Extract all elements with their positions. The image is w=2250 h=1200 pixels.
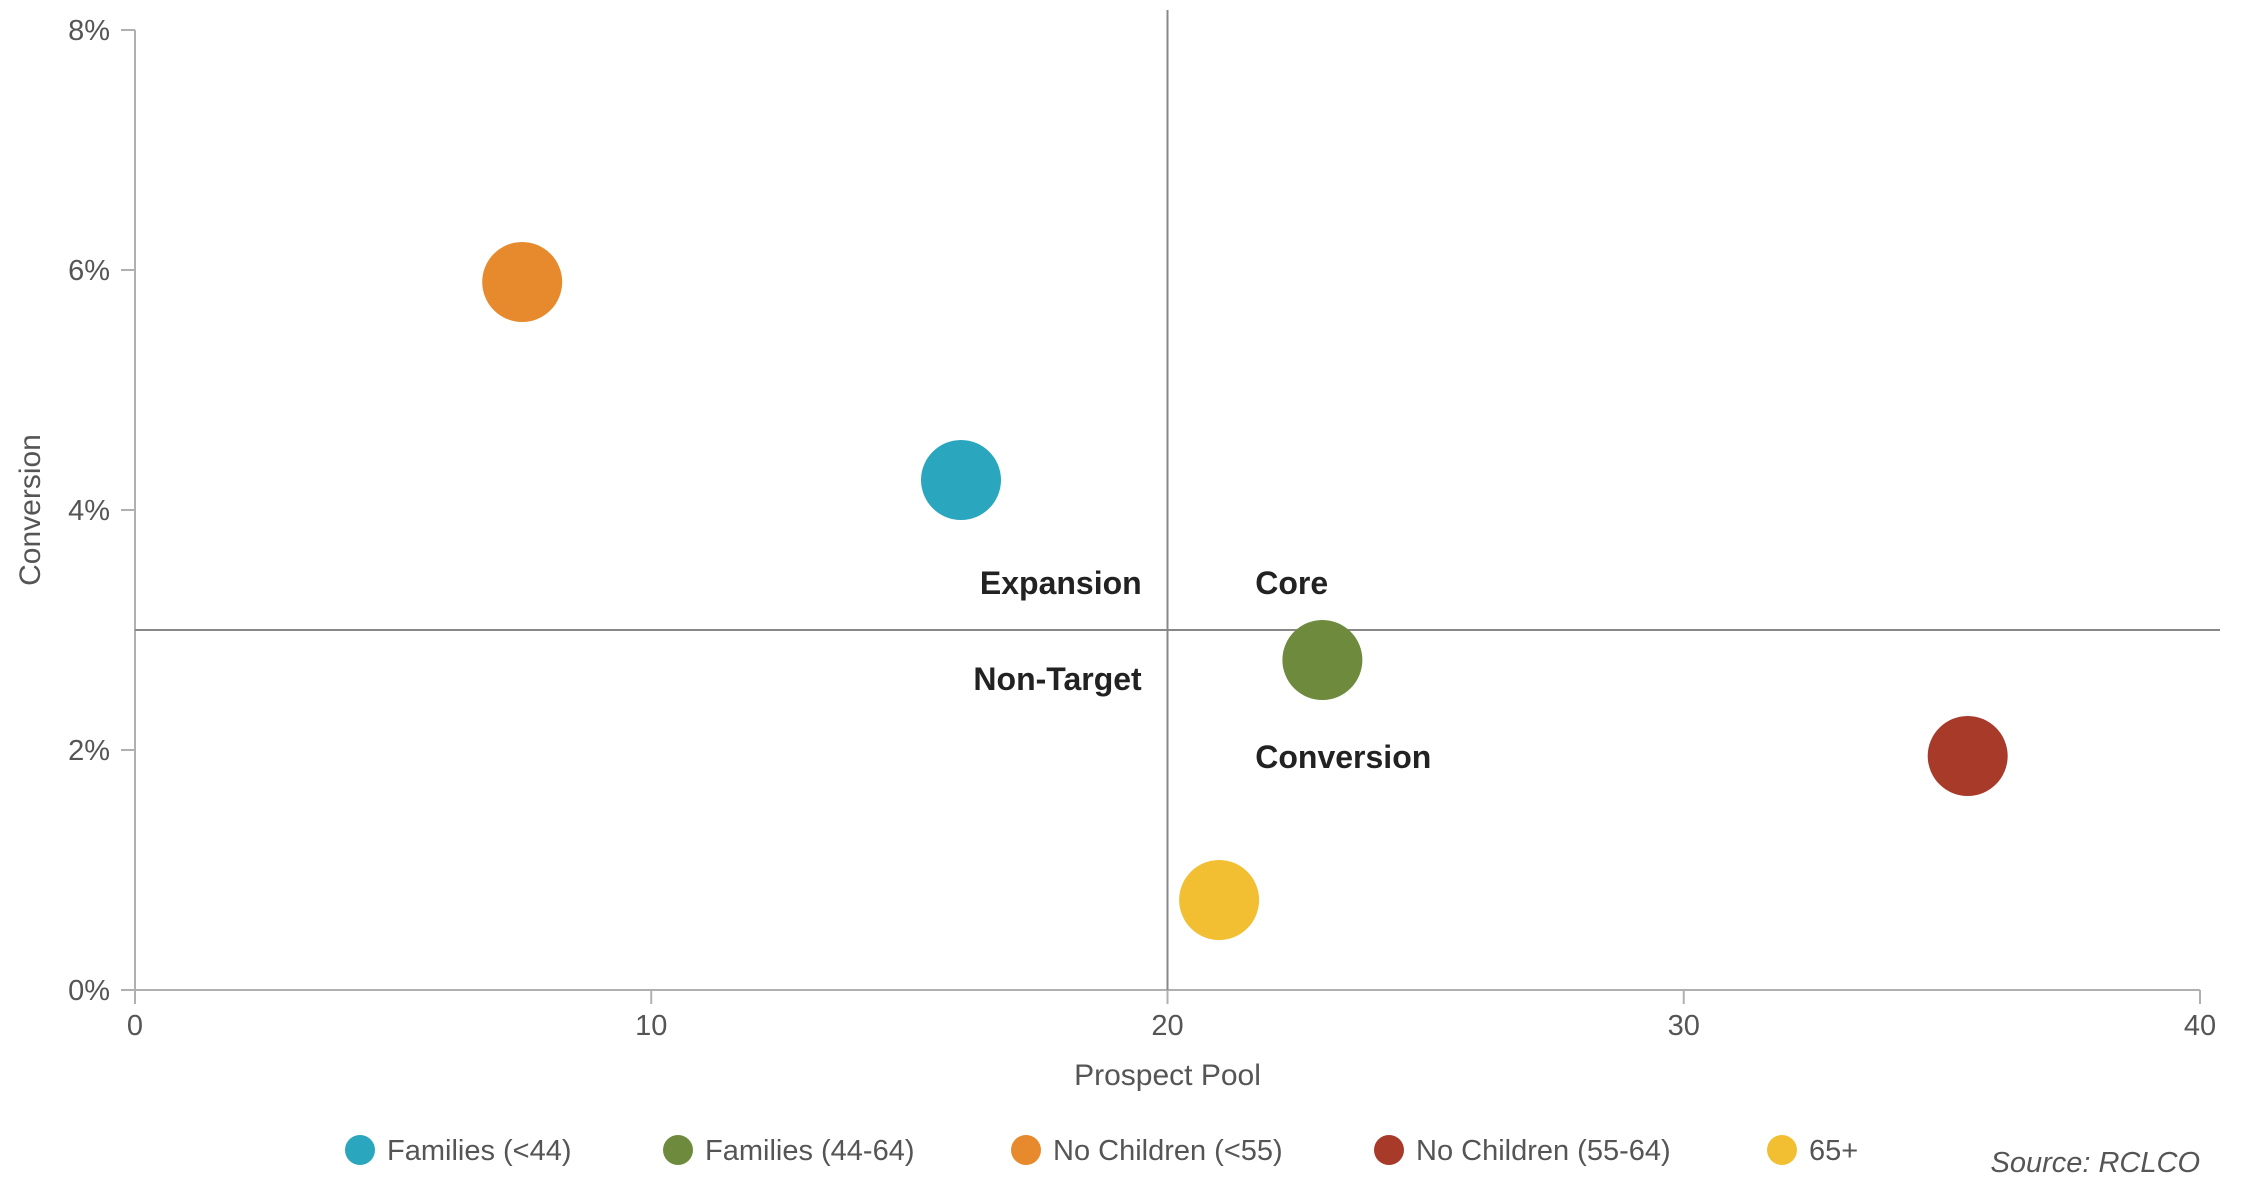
quadrant-label-bot_right: Conversion <box>1255 739 1431 775</box>
y-tick-label: 0% <box>68 975 110 1007</box>
y-axis-title: Conversion <box>14 434 47 586</box>
x-axis-title: Prospect Pool <box>1074 1059 1261 1092</box>
source-label: Source: RCLCO <box>1990 1147 2200 1179</box>
scatter-chart-svg: 0 10 20 30 40 Prospect Pool 0% 2% 4% 6% 8% Conversi… <box>0 0 2250 1200</box>
legend-marker <box>345 1135 375 1165</box>
legend-label: No Children (<55) <box>1053 1135 1283 1167</box>
data-point <box>921 440 1001 520</box>
y-tick-label: 8% <box>68 15 110 47</box>
legend-marker <box>663 1135 693 1165</box>
data-point <box>482 242 562 322</box>
y-tick-label: 6% <box>68 255 110 287</box>
legend-label: 65+ <box>1809 1135 1858 1167</box>
y-tick-label: 2% <box>68 735 110 767</box>
quadrant-label-top_right: Core <box>1255 565 1328 601</box>
legend-label: Families (<44) <box>387 1135 572 1167</box>
quadrant-label-top_left: Expansion <box>980 565 1142 601</box>
legend-label: Families (44-64) <box>705 1135 915 1167</box>
legend-label: No Children (55-64) <box>1416 1135 1671 1167</box>
legend-marker <box>1011 1135 1041 1165</box>
x-tick-label: 20 <box>1151 1010 1183 1042</box>
x-tick-label: 0 <box>127 1010 143 1042</box>
data-point <box>1179 860 1259 940</box>
legend-marker <box>1767 1135 1797 1165</box>
x-tick-label: 30 <box>1668 1010 1700 1042</box>
quadrant-label-bot_left: Non-Target <box>973 661 1142 697</box>
data-point <box>1282 620 1362 700</box>
chart-container: 0 10 20 30 40 Prospect Pool 0% 2% 4% 6% 8% Conversi… <box>0 0 2250 1200</box>
legend-marker <box>1374 1135 1404 1165</box>
data-point <box>1928 716 2008 796</box>
x-tick-label: 10 <box>635 1010 667 1042</box>
y-tick-label: 4% <box>68 495 110 527</box>
x-tick-label: 40 <box>2184 1010 2216 1042</box>
